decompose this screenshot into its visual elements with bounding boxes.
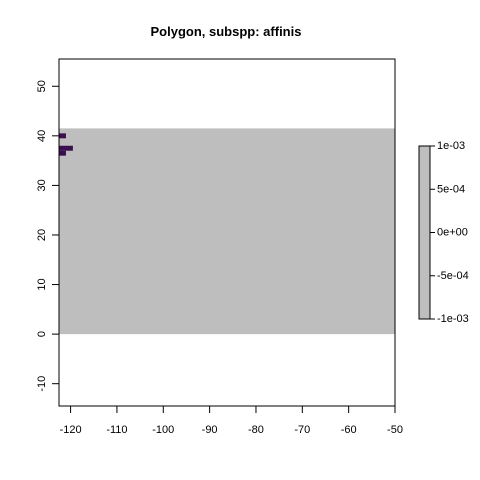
raster-cell <box>59 133 66 139</box>
x-axis: -120 -110 -100 -90 -80 -70 -60 -50 <box>60 405 403 436</box>
y-tick-label: -10 <box>36 376 48 392</box>
x-tick-label: -90 <box>202 424 218 436</box>
color-legend: 1e-03 5e-04 0e+00 -5e-04 -1e-03 <box>418 140 469 325</box>
raster-cell <box>59 150 66 156</box>
y-tick-label: 40 <box>36 130 48 142</box>
legend-tick-label: 5e-04 <box>437 183 465 195</box>
legend-tick-label: 1e-03 <box>437 140 465 152</box>
y-tick-label: 30 <box>36 179 48 191</box>
y-tick-label: 20 <box>36 229 48 241</box>
raster-fill <box>59 128 395 335</box>
x-tick-label: -80 <box>248 424 264 436</box>
x-tick-label: -100 <box>152 424 174 436</box>
raster-layer <box>59 128 395 335</box>
x-tick-label: -60 <box>341 424 357 436</box>
legend-tick-label: -1e-03 <box>437 313 469 325</box>
y-axis: -10 0 10 20 30 40 50 <box>36 80 60 392</box>
y-tick-label: 0 <box>36 331 48 337</box>
x-tick-label: -110 <box>106 424 127 436</box>
legend-tick-label: -5e-04 <box>437 270 469 282</box>
legend-colorbar <box>418 145 431 320</box>
legend-tick-label: 0e+00 <box>437 227 468 239</box>
x-tick-label: -120 <box>60 424 82 436</box>
y-tick-label: 50 <box>36 80 48 92</box>
y-tick-label: 10 <box>36 278 48 290</box>
chart-title: Polygon, subspp: affinis <box>151 24 302 39</box>
cell-layer <box>59 133 73 156</box>
x-tick-label: -70 <box>294 424 310 436</box>
raster-cell <box>59 145 73 151</box>
x-tick-label: -50 <box>387 424 403 436</box>
